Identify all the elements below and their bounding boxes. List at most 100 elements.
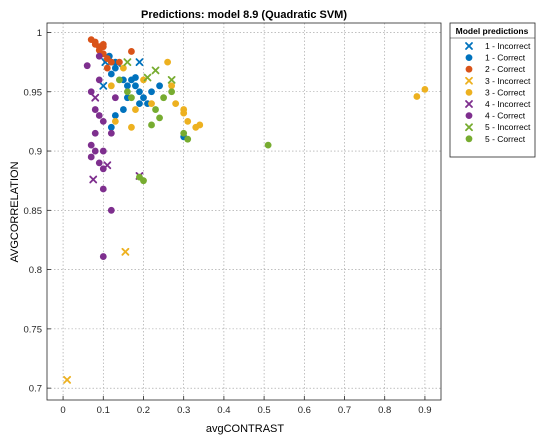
legend-entry: 5 - Correct [465,134,526,144]
data-point [103,64,111,72]
legend: Model predictions 1 - Incorrect 1 - Corre… [449,22,536,158]
data-point [99,81,108,90]
series-group [83,52,119,260]
data-point [132,74,139,81]
y-tick-label: 0.85 [24,206,43,217]
legend-label: 5 - Incorrect [485,122,531,132]
data-point [180,109,188,117]
data-point [89,175,98,184]
data-point [107,206,115,214]
legend-entry: 3 - Correct [465,87,526,97]
data-point [115,58,123,66]
plot-background [47,23,441,400]
data-point [99,165,107,173]
series-group [87,36,135,72]
data-point [135,58,144,67]
data-point [115,76,123,84]
x-tick-label: 0.6 [298,405,311,416]
x-tick-label: 0.3 [177,405,190,416]
y-tick-label: 0.75 [24,324,43,335]
data-point [148,88,155,96]
legend-entry: 1 - Incorrect [465,41,531,51]
data-point [167,76,176,84]
data-point [99,253,107,260]
data-point [168,88,176,96]
grid [47,23,441,400]
data-point [63,375,72,384]
data-point [132,106,139,113]
legend-marker [465,123,473,132]
y-tick-label: 0.7 [29,384,42,395]
legend-label: 3 - Incorrect [485,76,531,86]
data-point [184,117,192,125]
data-point [151,66,160,75]
legend-entry: 2 - Correct [465,64,526,74]
legend-label: 4 - Incorrect [485,99,531,109]
data-point [148,121,155,129]
legend-label: 1 - Incorrect [485,41,531,51]
legend-marker [465,76,473,85]
x-tick-label: 0.9 [418,405,431,416]
legend-entry: 4 - Incorrect [465,99,531,109]
data-point [148,100,155,108]
x-tick-label: 0.5 [257,405,270,416]
legend-marker [465,89,473,96]
series-group [63,247,130,384]
x-tick-label: 0.7 [338,405,351,416]
data-point [87,153,95,161]
data-point [184,135,192,143]
data-point [156,82,163,90]
y-axis-label: AVGCORRELATION [9,161,21,262]
data-point [136,100,143,108]
legend-box [449,22,536,158]
x-tick-label: 0.4 [217,405,230,416]
data-point [107,123,115,131]
series-group [107,58,429,131]
data-point [95,159,103,167]
data-point [136,88,143,96]
legend-title: Model predictions [456,26,529,36]
y-tick-label: 0.95 [24,87,43,98]
data-point [111,117,119,125]
data-point [87,88,95,96]
legend-marker [465,42,473,50]
data-point [124,88,131,96]
legend-marker [465,112,473,119]
data-point [91,129,99,137]
data-point [119,106,127,113]
data-point [196,121,204,129]
data-point [156,114,163,122]
data-point [99,40,107,48]
data-point [123,58,132,67]
data-point [160,94,167,102]
data-point [421,85,429,93]
data-point [140,76,147,84]
data-point [264,141,272,149]
x-tick-label: 0.2 [137,405,150,416]
data-point [413,93,421,100]
plot-area: 0 0.1 0.2 0.3 0.4 0.5 0.6 0.7 0.8 0.9 0.7 0.75 0.8 0.… [24,22,442,416]
data-point [172,100,180,108]
data-point [91,106,99,113]
x-tick-label: 0.8 [378,405,391,416]
data-point [99,185,107,193]
data-point [143,73,152,82]
legend-entry: 5 - Incorrect [465,122,531,132]
y-tick-label: 1 [37,28,42,39]
y-tick-label: 0.9 [29,147,42,158]
legend-entry: 3 - Incorrect [465,76,531,86]
data-point [107,58,115,66]
data-point [128,48,135,55]
series-group [123,58,176,84]
data-point [107,129,115,137]
x-tick-label: 0 [60,405,65,416]
legend-label: 4 - Correct [485,111,526,121]
axis-ticks: 0 0.1 0.2 0.3 0.4 0.5 0.6 0.7 0.8 0.9 0.7 0.75 0.8 0.… [24,28,432,416]
legend-marker [465,100,473,108]
y-tick-label: 0.8 [29,265,42,276]
data-point [87,141,95,149]
data-point [111,112,119,119]
plot-frame [46,22,442,401]
